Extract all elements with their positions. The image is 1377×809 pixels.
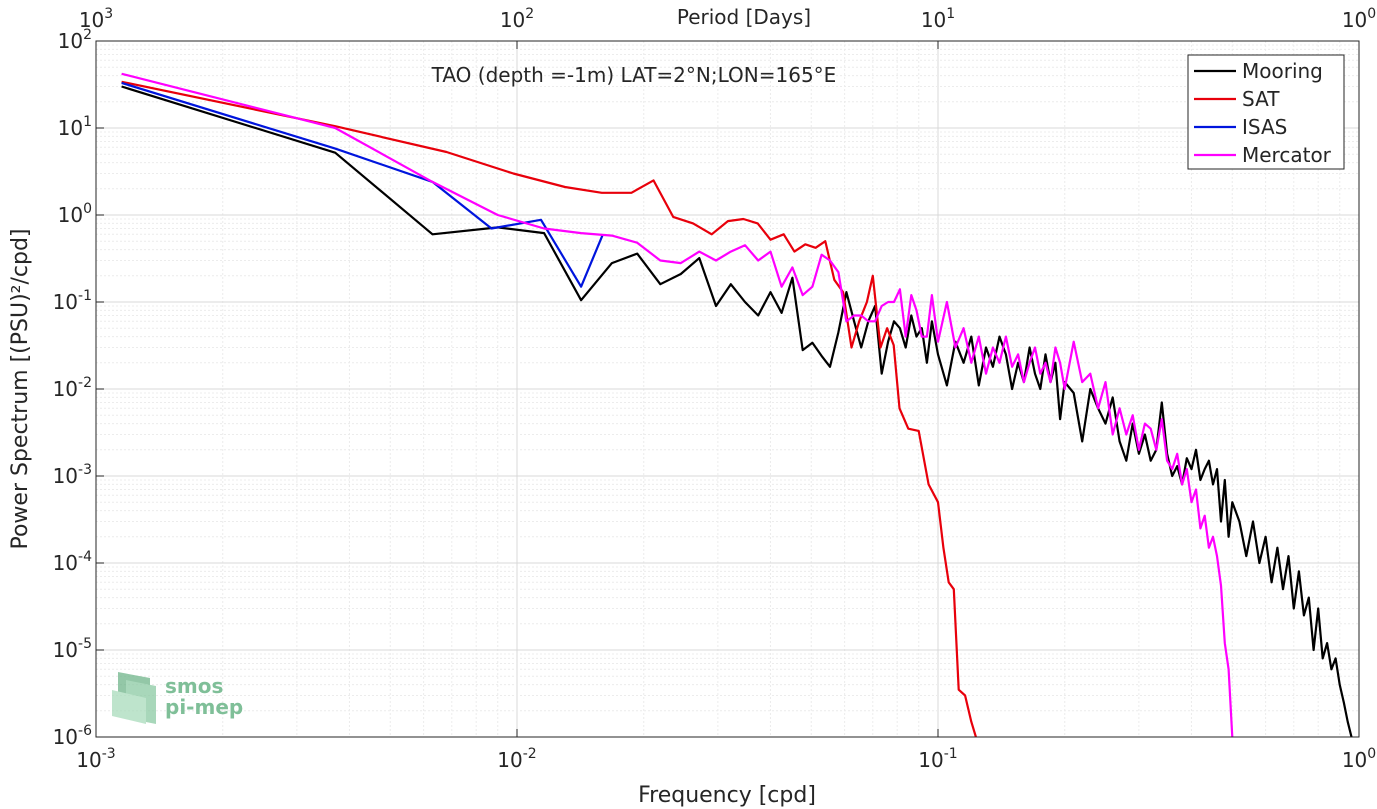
- x-tick-label: 10-1: [918, 746, 957, 772]
- top-tick-label: 101: [921, 6, 955, 32]
- top-tick-label: 103: [79, 6, 113, 32]
- y-tick-label: 10-1: [53, 288, 92, 314]
- y-tick-label: 10-4: [53, 549, 93, 575]
- legend-label: Mooring: [1242, 59, 1323, 83]
- watermark-icon: [112, 672, 156, 724]
- chart-title: TAO (depth =-1m) LAT=2°N;LON=165°E: [431, 63, 837, 87]
- y-tick-label: 102: [58, 27, 92, 53]
- legend-label: SAT: [1242, 87, 1280, 111]
- watermark-line2: pi-mep: [165, 695, 243, 719]
- watermark-line1: smos: [165, 674, 223, 698]
- top-tick-label: 102: [500, 6, 534, 32]
- y-tick-label: 10-6: [53, 723, 93, 749]
- grid: [95, 41, 1359, 738]
- legend: Mooring SAT ISAS Mercator: [1187, 54, 1345, 170]
- y-tick-label: 10-2: [53, 375, 92, 401]
- y-tick-label: 10-3: [53, 462, 92, 488]
- series-lines: [121, 72, 1353, 737]
- x-tick-label: 100: [1342, 746, 1376, 772]
- series-line-mercator: [121, 72, 1234, 737]
- legend-label: Mercator: [1242, 143, 1332, 167]
- series-line-isas: [121, 81, 604, 288]
- x-tick-label: 10-3: [76, 746, 115, 772]
- legend-label: ISAS: [1242, 115, 1287, 139]
- legend-box: [1187, 54, 1345, 170]
- x-tick-label: 10-2: [497, 746, 536, 772]
- y-tick-label: 10-5: [53, 636, 92, 662]
- watermark-logo: smos pi-mep: [112, 672, 243, 724]
- y-tick-label: 100: [58, 201, 92, 227]
- y-axis-label: Power Spectrum [(PSU)²/cpd]: [8, 228, 33, 549]
- top-axis-label: Period [Days]: [677, 5, 811, 29]
- top-tick-label: 100: [1342, 6, 1376, 32]
- series-line-sat: [121, 80, 977, 737]
- y-tick-label: 101: [58, 114, 92, 140]
- x-axis-label: Frequency [cpd]: [638, 783, 816, 808]
